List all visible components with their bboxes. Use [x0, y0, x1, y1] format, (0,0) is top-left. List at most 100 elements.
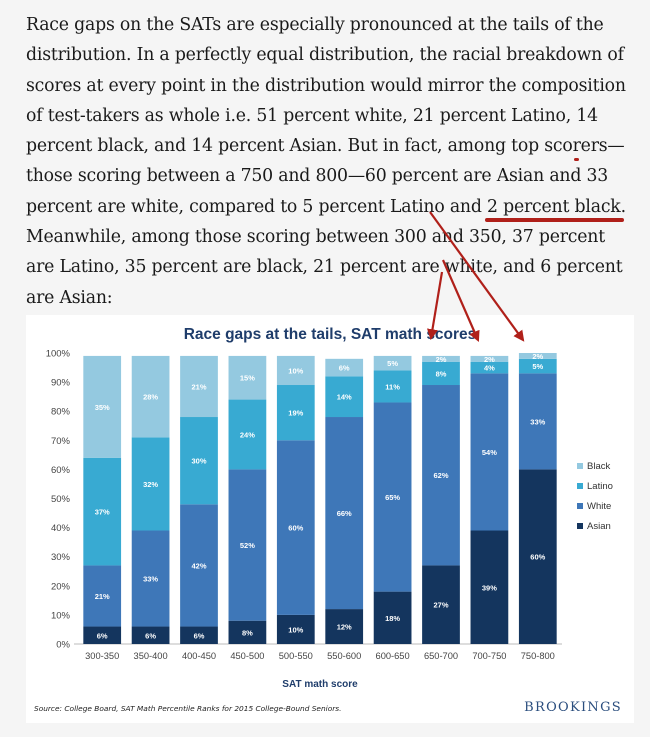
x-axis-title: SAT math score	[282, 679, 358, 690]
y-tick-label: 80%	[51, 407, 71, 418]
x-tick-label: 600-650	[376, 651, 410, 661]
bar-segment-latino	[131, 437, 170, 531]
y-tick-label: 100%	[46, 349, 71, 360]
bar-segment-white	[325, 417, 364, 610]
bar-segment-asian	[422, 565, 460, 644]
data-label: 52%	[240, 541, 255, 550]
highlight-text: 14 percent black	[26, 105, 598, 157]
data-label: 65%	[385, 493, 400, 502]
bar-segment-white	[228, 469, 267, 621]
bar-segment-white	[518, 373, 557, 470]
data-label: 60%	[288, 524, 303, 533]
data-label: 12%	[337, 623, 352, 632]
x-tick-label: 750-800	[521, 651, 555, 661]
bar-segment-black	[83, 355, 122, 458]
article-text: Race gaps on the SATs are especially pro…	[26, 10, 636, 313]
legend-label: White	[587, 501, 611, 512]
data-label: 5%	[387, 359, 398, 368]
y-tick-label: 30%	[51, 552, 71, 563]
data-label: 60%	[530, 553, 545, 562]
highlight-text: 2 percent black	[487, 196, 621, 217]
bar-segment-latino	[373, 370, 412, 403]
x-tick-label: 350-400	[134, 651, 168, 661]
bar-segment-asian	[470, 530, 509, 644]
data-label: 19%	[288, 409, 303, 418]
bar-segment-latino	[422, 361, 460, 386]
data-label: 21%	[191, 382, 206, 391]
data-label: 32%	[143, 480, 158, 489]
data-label: 21%	[95, 592, 110, 601]
legend-swatch-latino	[577, 483, 583, 489]
bar-segment-black	[518, 353, 557, 359]
legend-swatch-asian	[577, 523, 583, 529]
data-label: 2%	[484, 355, 495, 364]
bar-segment-asian	[518, 469, 557, 644]
data-label: 6%	[339, 364, 350, 373]
bar-segment-asian	[180, 626, 218, 644]
source-note: Source: College Board, SAT Math Percenti…	[34, 704, 342, 713]
bar-segment-latino	[325, 376, 364, 418]
y-tick-label: 70%	[51, 436, 71, 447]
legend-swatch-black	[577, 463, 583, 469]
data-label: 39%	[482, 583, 497, 592]
data-label: 33%	[143, 575, 158, 584]
bar-segment-white	[83, 565, 122, 627]
data-label: 14%	[337, 393, 352, 402]
article-paragraph: Race gaps on the SATs are especially pro…	[26, 10, 636, 313]
bar-segment-white	[470, 373, 509, 531]
data-label: 6%	[145, 631, 156, 640]
bar-segment-black	[276, 355, 315, 386]
paragraph-text-2: , and 14 percent Asian. But in fact, amo…	[26, 136, 625, 217]
data-label: 15%	[240, 374, 255, 383]
brookings-logo: BROOKINGS	[524, 700, 622, 715]
bar-segment-white	[422, 385, 460, 566]
data-label: 37%	[95, 508, 110, 517]
data-label: 5%	[532, 362, 543, 371]
bar-segment-latino	[518, 358, 557, 374]
y-tick-label: 0%	[56, 640, 70, 651]
bar-segment-black	[180, 355, 218, 418]
legend-label: Asian	[587, 521, 611, 532]
bar-segment-latino	[83, 457, 122, 566]
y-tick-label: 20%	[51, 581, 71, 592]
x-tick-label: 400-450	[182, 651, 216, 661]
red-underline	[574, 157, 580, 162]
data-label: 10%	[288, 625, 303, 634]
bar-segment-black	[422, 355, 460, 362]
bar-segment-latino	[180, 417, 218, 505]
data-label: 10%	[288, 366, 303, 375]
data-label: 18%	[385, 614, 400, 623]
bar-segment-asian	[228, 620, 267, 644]
bar-segment-white	[276, 440, 315, 615]
y-tick-label: 60%	[51, 465, 71, 476]
data-label: 2%	[532, 352, 543, 361]
highlight-14-percent-black: 14 percent black	[26, 105, 598, 162]
data-label: 6%	[194, 631, 205, 640]
data-label: 2%	[436, 355, 447, 364]
y-tick-label: 90%	[51, 378, 71, 389]
chart-figure: Race gaps at the tails, SAT math scores 0…	[26, 315, 634, 723]
data-label: 6%	[97, 631, 108, 640]
stacked-bar-chart: Race gaps at the tails, SAT math scores 0…	[46, 326, 613, 690]
data-label: 8%	[436, 369, 447, 378]
paragraph-text-1: Race gaps on the SATs are especially pro…	[26, 15, 626, 126]
data-label: 42%	[191, 561, 206, 570]
data-label: 54%	[482, 448, 497, 457]
data-label: 27%	[433, 601, 448, 610]
highlight-2-percent-black: 2 percent black	[485, 196, 624, 222]
x-tick-label: 550-600	[327, 651, 361, 661]
y-tick-label: 50%	[51, 494, 71, 505]
bar-segment-black	[325, 358, 364, 377]
chart-title: Race gaps at the tails, SAT math scores	[184, 326, 477, 343]
data-label: 11%	[385, 382, 400, 391]
data-label: 35%	[95, 403, 110, 412]
bar-segment-black	[373, 355, 412, 371]
bar-segment-asian	[373, 591, 412, 644]
data-label: 30%	[191, 457, 206, 466]
x-tick-label: 650-700	[424, 651, 458, 661]
data-label: 24%	[240, 430, 255, 439]
bar-segment-white	[373, 402, 412, 592]
bar-segment-latino	[276, 385, 315, 441]
bar-segment-white	[131, 530, 170, 627]
bar-segment-asian	[276, 614, 315, 644]
